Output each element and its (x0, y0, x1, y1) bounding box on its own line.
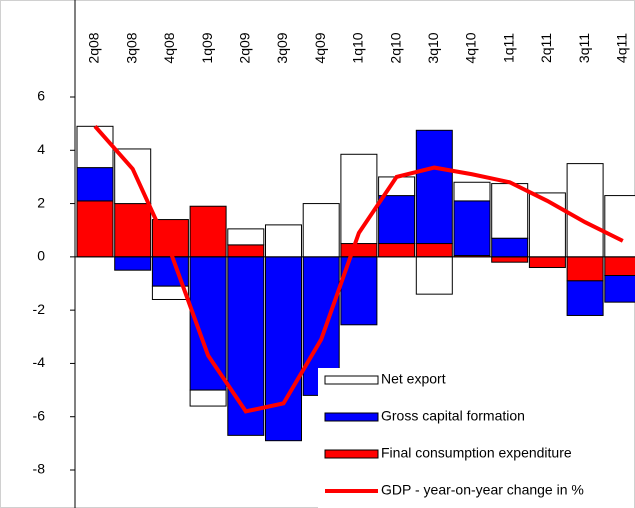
y-tick-label: 2 (37, 194, 45, 210)
bar (340, 256, 378, 326)
y-tick-label: 0 (37, 248, 45, 264)
x-tick-label: 2q09 (237, 32, 253, 63)
bar (265, 224, 302, 258)
bar (265, 256, 302, 442)
x-tick-label: 1q10 (350, 32, 366, 63)
x-tick-label: 3q08 (123, 32, 139, 63)
bar (604, 275, 635, 303)
bar (189, 389, 227, 407)
bar (453, 200, 491, 257)
y-tick-label: -2 (33, 301, 46, 317)
legend-label: Final consumption expenditure (381, 445, 572, 461)
bar (227, 228, 265, 246)
bar (227, 256, 265, 436)
bar (566, 280, 604, 316)
bar (604, 195, 635, 258)
bar (415, 129, 453, 245)
bar (566, 256, 604, 282)
x-tick-label: 1q11 (500, 33, 516, 63)
legend-swatch (324, 375, 379, 385)
legend-label: Net export (381, 371, 446, 387)
bar (189, 205, 227, 258)
y-tick-label: 4 (37, 141, 45, 157)
y-tick-label: -8 (33, 461, 46, 477)
legend-label: Gross capital formation (381, 408, 525, 424)
legend-box (318, 368, 634, 508)
x-tick-label: 3q09 (274, 32, 290, 63)
bar (76, 125, 114, 169)
bar (378, 243, 416, 258)
bar (76, 200, 114, 258)
bar (415, 256, 453, 295)
bar (528, 256, 566, 269)
y-tick-label: -6 (33, 407, 46, 423)
x-tick-label: 2q10 (387, 32, 403, 63)
bar (453, 181, 491, 202)
line (93, 124, 624, 414)
x-tick-label: 2q11 (538, 33, 554, 63)
y-tick-label: -4 (33, 354, 46, 370)
x-tick-label: 4q11 (614, 33, 630, 63)
x-tick-label: 4q10 (463, 32, 479, 63)
x-tick-label: 3q11 (576, 33, 592, 63)
bar (491, 237, 529, 258)
bar (302, 203, 340, 258)
bar (340, 153, 378, 245)
bar (76, 167, 114, 202)
bar (491, 183, 529, 239)
bar (378, 195, 416, 245)
x-tick-label: 4q09 (312, 32, 328, 63)
y-tick-label: 6 (37, 88, 45, 104)
x-tick-label: 2q08 (86, 32, 102, 63)
bar (227, 244, 265, 258)
legend-swatch (324, 412, 379, 422)
bar (566, 163, 604, 258)
bar (604, 256, 635, 277)
bar (151, 285, 189, 300)
x-tick-label: 1q09 (199, 32, 215, 63)
bar (491, 256, 529, 263)
bar (415, 243, 453, 258)
bar (340, 243, 378, 258)
legend-label: GDP - year-on-year change in % (381, 482, 584, 498)
x-tick-label: 3q10 (425, 32, 441, 63)
bar (114, 256, 152, 271)
x-tick-label: 4q08 (161, 32, 177, 63)
bar (114, 203, 152, 258)
legend-swatch (324, 449, 379, 459)
